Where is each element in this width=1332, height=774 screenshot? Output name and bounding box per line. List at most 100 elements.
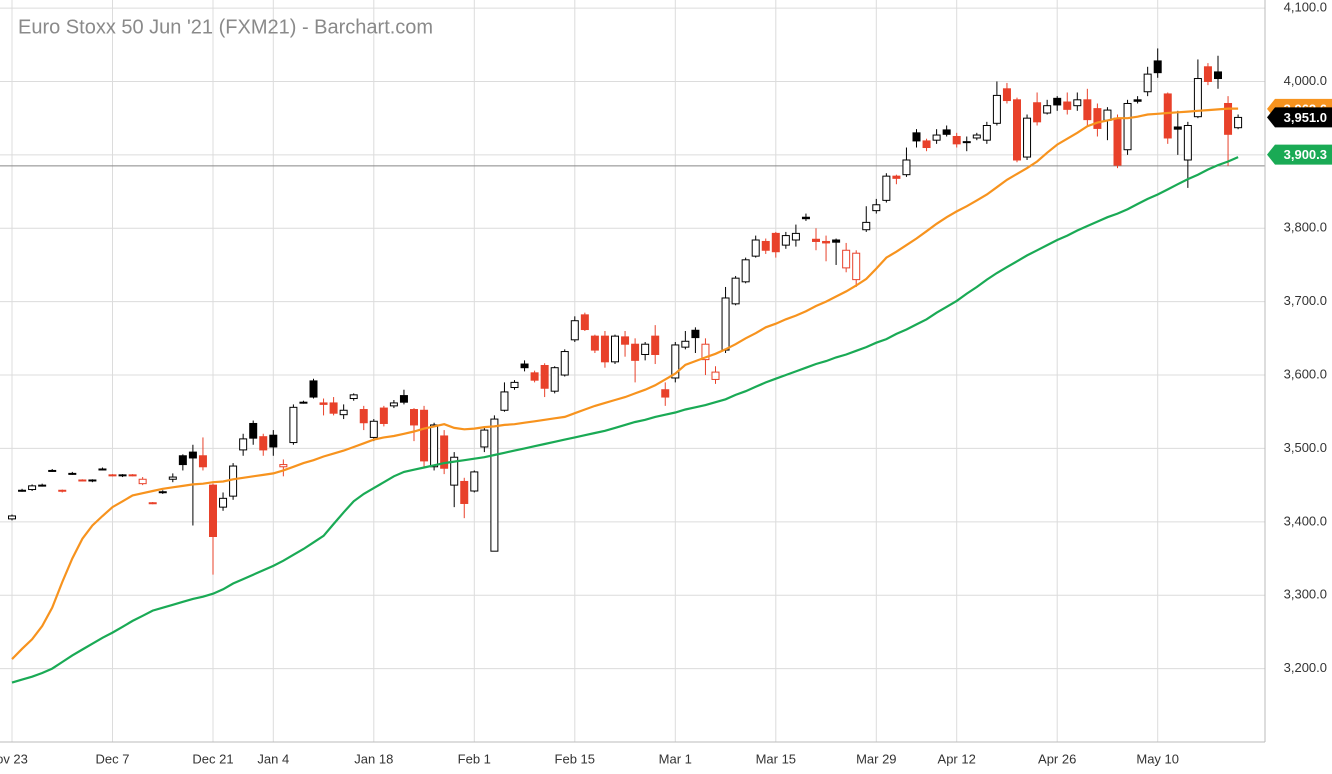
candle-body xyxy=(1013,99,1021,161)
candle-body xyxy=(671,344,680,379)
plot xyxy=(8,48,1243,684)
candle-body xyxy=(339,409,348,416)
candle-body xyxy=(158,491,167,494)
candle-body xyxy=(209,484,217,538)
candle-body xyxy=(1063,101,1072,110)
candle-body xyxy=(922,140,931,149)
candle-body xyxy=(309,380,318,398)
candle-body xyxy=(219,497,228,508)
candle-body xyxy=(98,468,107,471)
candle-body xyxy=(38,484,47,487)
candle-body xyxy=(450,456,459,486)
candle-body xyxy=(801,216,810,220)
x-tick-label: Mar 29 xyxy=(856,751,896,766)
candle-body xyxy=(229,465,238,497)
candle-body xyxy=(540,364,549,389)
candle-body xyxy=(1203,66,1212,82)
candle-body xyxy=(440,435,449,469)
x-tick-label: Apr 26 xyxy=(1038,751,1076,766)
x-tick-label: Dec 7 xyxy=(96,751,130,766)
candle-body xyxy=(420,409,429,462)
candle-body xyxy=(661,389,670,398)
candle-body xyxy=(379,407,388,424)
candle-body xyxy=(812,238,820,242)
candle-body xyxy=(711,371,720,380)
candle-body xyxy=(369,420,378,438)
candle-body xyxy=(289,406,298,444)
candle-body xyxy=(791,232,800,241)
candle-body xyxy=(138,478,147,485)
candle-body xyxy=(962,141,971,144)
candle-body xyxy=(500,391,509,411)
candle-body xyxy=(1023,117,1032,158)
y-tick-label: 3,200.0 xyxy=(1284,660,1327,675)
candle-body xyxy=(942,129,951,135)
candle-body xyxy=(329,402,338,414)
candle-body xyxy=(470,471,479,492)
y-tick-label: 4,000.0 xyxy=(1284,73,1327,88)
y-tick-label: 4,100.0 xyxy=(1284,0,1327,15)
candle-body xyxy=(1043,105,1052,114)
candle-body xyxy=(691,329,700,339)
candle-body xyxy=(198,455,207,468)
candle-body xyxy=(982,125,991,141)
y-tick-label: 3,400.0 xyxy=(1284,513,1327,528)
x-tick-label: Mar 1 xyxy=(659,751,692,766)
candle-body xyxy=(1113,117,1122,166)
candle-body xyxy=(651,335,660,355)
candle-body xyxy=(1053,97,1062,106)
candle-body xyxy=(118,474,127,477)
candle-body xyxy=(1143,73,1152,93)
candle-body xyxy=(560,351,569,376)
candle-body xyxy=(1234,116,1243,129)
candle-body xyxy=(952,136,961,145)
x-tick-label: May 10 xyxy=(1136,751,1179,766)
candle-body xyxy=(68,472,77,475)
candle-body xyxy=(1093,108,1102,129)
candle-body xyxy=(520,363,529,369)
candle-body xyxy=(641,343,650,355)
candle-body xyxy=(822,240,831,244)
candle-body xyxy=(1224,102,1233,135)
y-tick-label: 3,600.0 xyxy=(1284,366,1327,381)
candle-body xyxy=(1173,126,1182,130)
candle-body xyxy=(430,424,439,468)
candle-body xyxy=(1133,99,1142,102)
x-tick-label: Jan 4 xyxy=(257,751,289,766)
chart-title: Euro Stoxx 50 Jun '21 (FXM21) - Barchart… xyxy=(18,16,433,38)
candle-body xyxy=(178,455,187,466)
y-tick-label: 3,500.0 xyxy=(1284,440,1327,455)
price-tag xyxy=(1267,144,1332,165)
candle-body xyxy=(862,221,871,231)
y-tick-label: 3,800.0 xyxy=(1284,220,1327,235)
candle-body xyxy=(852,252,861,281)
candle-body xyxy=(28,485,37,491)
candle-body xyxy=(600,335,609,363)
candle-body xyxy=(269,434,278,448)
candle-body xyxy=(580,314,589,331)
y-tick-label: 3,700.0 xyxy=(1284,293,1327,308)
candle-body xyxy=(611,335,619,363)
x-tick-label: Jan 18 xyxy=(354,751,393,766)
candle-body xyxy=(279,464,288,468)
candle-body xyxy=(751,239,760,257)
x-tick-label: Dec 21 xyxy=(192,751,233,766)
candle-body xyxy=(781,235,790,246)
candle-body xyxy=(389,402,398,407)
x-tick-label: ov 23 xyxy=(0,751,28,766)
candle-body xyxy=(460,480,469,504)
candle-body xyxy=(359,409,368,424)
candle-body xyxy=(1214,71,1222,80)
candle-body xyxy=(1153,60,1162,74)
candle-body xyxy=(590,335,599,351)
candle-body xyxy=(550,367,559,392)
candle-body xyxy=(239,438,248,451)
candle-body xyxy=(1002,88,1011,102)
candle-body xyxy=(78,479,87,482)
candle-body xyxy=(761,240,770,251)
candle-body xyxy=(872,204,881,212)
candle-body xyxy=(570,320,579,341)
candle-body xyxy=(842,249,851,269)
